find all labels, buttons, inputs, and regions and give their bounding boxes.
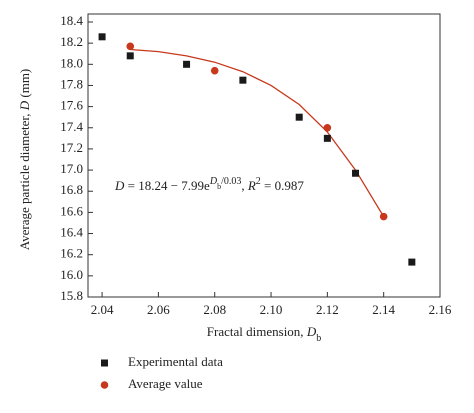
point [379,212,388,221]
y-tick-label: 17.8 [60,76,83,91]
fit-curve [130,48,385,217]
legend-label: Experimental data [128,354,223,369]
text-part: 2 [256,176,261,187]
x-tick-label: 2.10 [260,302,283,317]
annotation: D = 18.24 − 7.99eDb/0.03, R2 = 0.987 [114,176,304,193]
text-part: = 0.987 [261,178,305,193]
text-part: /0.03 [221,176,241,187]
text-part: = 18.24 − 7.99e [124,178,210,193]
legend-swatch [101,359,108,367]
y-tick-label: 18.4 [60,13,83,28]
y-tick-label: 17.4 [60,119,83,134]
x-axis-label: Fractal dimension, Db [207,324,321,344]
text-part: , [241,178,248,193]
point [408,258,416,266]
text-part: Average particle diameter, [17,110,32,250]
text-part: b [316,333,321,344]
point [183,60,191,68]
y-tick-label: 17.0 [60,161,83,176]
y-tick-label: 16.0 [60,267,83,282]
point [98,33,106,41]
text-part: D [209,176,218,187]
y-tick-label: 15.8 [60,288,83,303]
text-part: Fractal dimension, [207,324,307,339]
point [323,134,331,142]
y-tick-label: 16.6 [60,203,83,218]
y-tick-label: 16.8 [60,182,83,197]
y-tick-label: 18.0 [60,55,83,70]
y-tick-label: 17.6 [60,98,83,113]
y-tick-label: 16.2 [60,246,83,261]
point [126,52,134,60]
point [239,76,247,84]
point [295,113,303,121]
text-part: R [247,178,256,193]
text-part: D [306,324,317,339]
x-tick-label: 2.06 [147,302,170,317]
text-part: D [114,178,125,193]
text-part: D [17,100,32,111]
point [323,123,332,132]
y-axis-label: Average particle diameter, D (mm) [17,69,32,251]
x-tick-label: 2.08 [203,302,226,317]
text-part: b [217,182,221,191]
y-tick-label: 16.4 [60,225,83,240]
y-tick-label: 17.2 [60,140,83,155]
plot-frame [87,13,441,298]
point [126,42,135,51]
x-tick-label: 2.04 [91,302,114,317]
text-part: (mm) [17,69,32,101]
point [352,169,360,177]
y-tick-label: 18.2 [60,34,83,49]
x-tick-label: 2.14 [372,302,395,317]
legend-swatch [100,381,109,389]
x-tick-label: 2.12 [316,302,339,317]
point [210,66,219,75]
x-tick-label: 2.16 [429,302,452,317]
legend-label: Average value [128,376,203,391]
